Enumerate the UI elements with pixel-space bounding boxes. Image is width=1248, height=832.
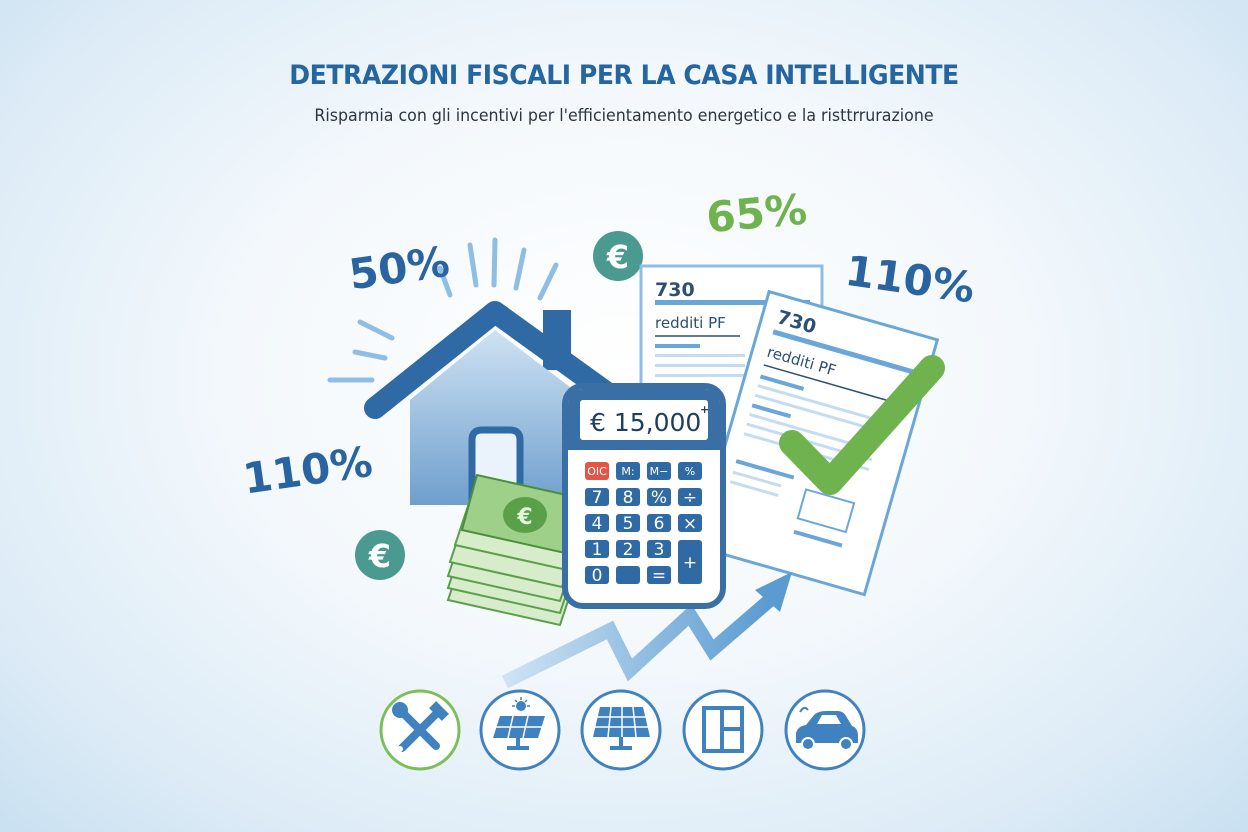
euro-coin-icon: € [355, 530, 405, 580]
calculator-key[interactable] [585, 488, 609, 506]
calculator-display [580, 400, 708, 440]
checkmark-icon [779, 355, 945, 495]
svg-text:€: € [516, 505, 532, 530]
percent-50-label: 50% [346, 237, 452, 300]
electric-car-icon[interactable] [784, 689, 866, 771]
calculator-key[interactable] [585, 514, 609, 532]
solar-panel-icon[interactable] [580, 689, 662, 771]
burst-rays [327, 237, 559, 383]
growth-arrow-icon [501, 572, 792, 689]
percent-110-left-label: 110% [240, 437, 375, 504]
calculator-key-label: M− [650, 465, 669, 478]
calculator-key-label: M: [621, 465, 634, 478]
calculator-key[interactable] [678, 540, 702, 584]
calculator-key-label: + [683, 553, 697, 573]
calculator-key-label: % [651, 488, 667, 508]
calculator-key[interactable] [616, 462, 640, 480]
calculator-key-label: × [683, 514, 697, 534]
tax-form-730-front: 730 redditi PF [694, 289, 940, 597]
svg-text:730: 730 [655, 279, 695, 301]
calculator-display-value: € 15,000 [590, 408, 701, 437]
calculator-key[interactable] [647, 462, 671, 480]
calculator-key[interactable] [616, 540, 640, 558]
calculator-key-label: 5 [623, 514, 634, 534]
calculator: € 15,000 + OIC M: M− % 7 8% ÷ 4 5 6 × 1 2 3 +0 = [562, 383, 726, 609]
calculator-key[interactable] [616, 566, 640, 584]
calculator-key-label: 1 [592, 540, 603, 560]
calculator-key-label: 6 [654, 514, 665, 534]
percent-65-label: 65% [704, 185, 808, 243]
calculator-key-label: 8 [623, 488, 634, 508]
calculator-key-label: ÷ [683, 488, 697, 508]
svg-text:€: € [368, 537, 391, 575]
calculator-key-label: 0 [592, 566, 603, 586]
calculator-key[interactable] [647, 566, 671, 584]
calculator-key[interactable] [585, 566, 609, 584]
window-icon[interactable] [682, 689, 764, 771]
calculator-key-label: 3 [654, 540, 665, 560]
calculator-key-label: 7 [592, 488, 603, 508]
svg-text:redditi PF: redditi PF [655, 314, 726, 332]
calculator-key[interactable] [585, 540, 609, 558]
calculator-key-label: OIC [587, 465, 607, 478]
page-title: DETRAZIONI FISCALI PER LA CASA INTELLIGE… [289, 60, 959, 91]
calculator-key-label: % [685, 465, 695, 478]
bottom-icon-row [379, 689, 866, 771]
euro-coin-icon: € [593, 231, 643, 281]
calculator-key[interactable] [678, 514, 702, 532]
calculator-key-label: 4 [592, 514, 603, 534]
calculator-key[interactable] [647, 514, 671, 532]
calculator-key-label: = [652, 566, 666, 586]
svg-text:€: € [606, 238, 629, 276]
calculator-key[interactable] [616, 488, 640, 506]
svg-text:+: + [700, 403, 709, 416]
tools-icon[interactable] [379, 689, 461, 771]
calculator-key[interactable] [678, 488, 702, 506]
solar-panel-sun-icon[interactable] [479, 689, 561, 771]
calculator-key[interactable] [647, 540, 671, 558]
page-subtitle: Risparmia con gli incentivi per l'effici… [314, 106, 934, 126]
percent-110-right-label: 110% [842, 246, 977, 313]
calculator-key-label: 2 [623, 540, 634, 560]
calculator-key[interactable] [647, 488, 671, 506]
calculator-key[interactable] [678, 462, 702, 480]
calculator-key[interactable] [585, 462, 609, 480]
calculator-key[interactable] [616, 514, 640, 532]
